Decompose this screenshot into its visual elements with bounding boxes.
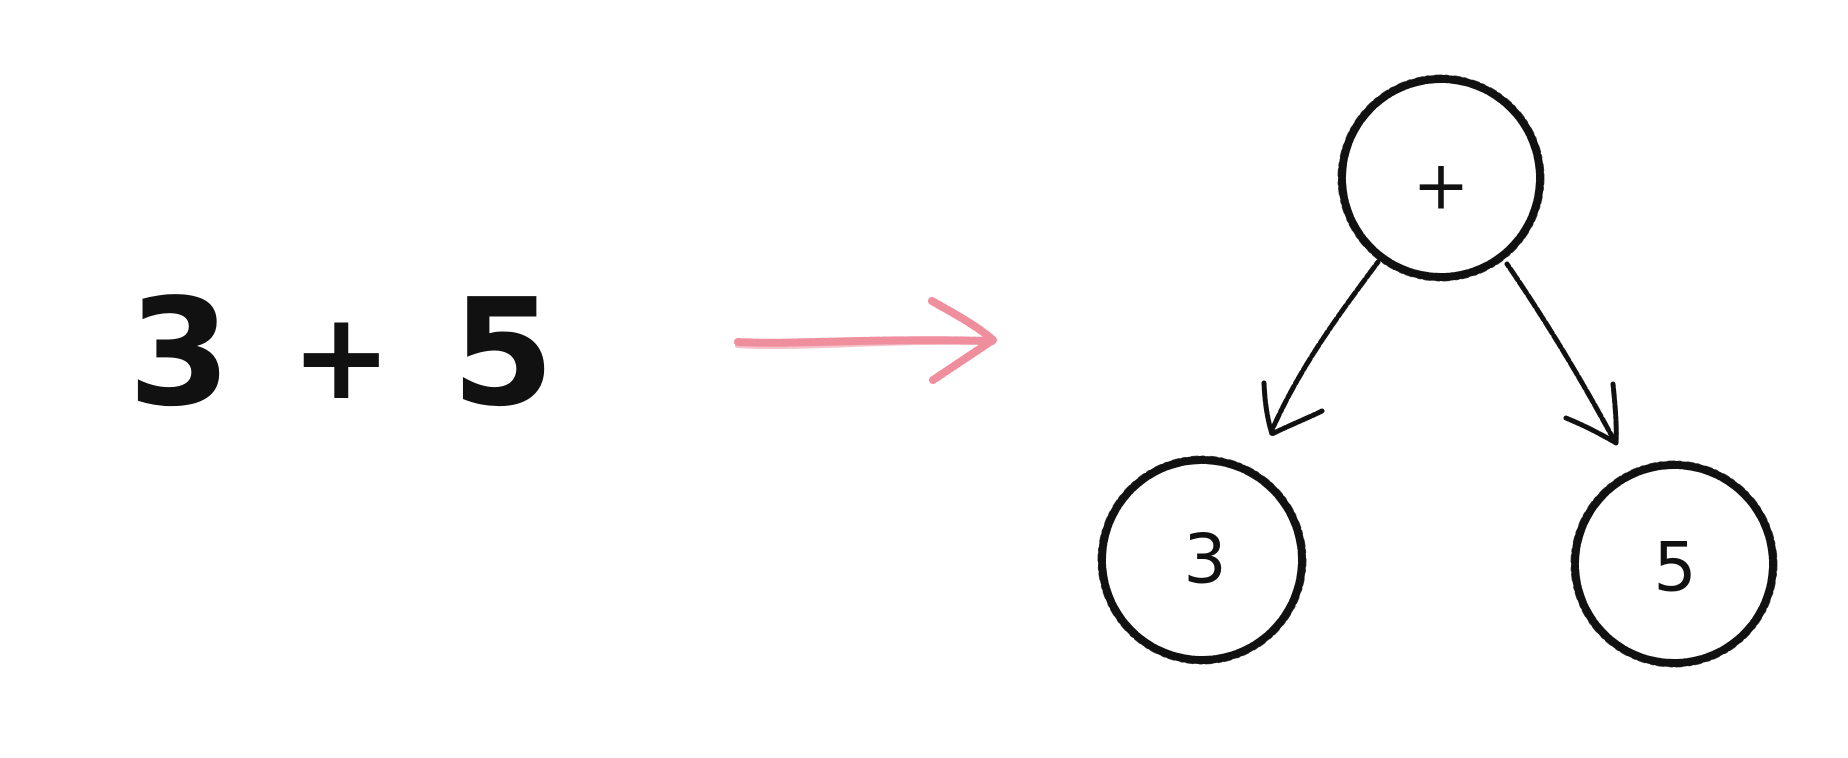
expression-operator: + [290,288,392,427]
tree-right-node: 5 [1570,460,1778,668]
expression-text: 3 + 5 [128,268,568,438]
tree-left-label: 3 [1183,521,1226,600]
edge-to-left-node [1261,259,1381,437]
tree-root-node: + [1337,74,1545,282]
tree-root-label: + [1413,147,1470,226]
tree-left-node: 3 [1097,455,1307,665]
tree-right-label: 5 [1653,529,1696,608]
expression-right-operand: 5 [451,267,555,439]
edge-to-right-node [1504,261,1619,446]
expression-left-operand: 3 [128,267,231,439]
transform-arrow [734,297,997,384]
